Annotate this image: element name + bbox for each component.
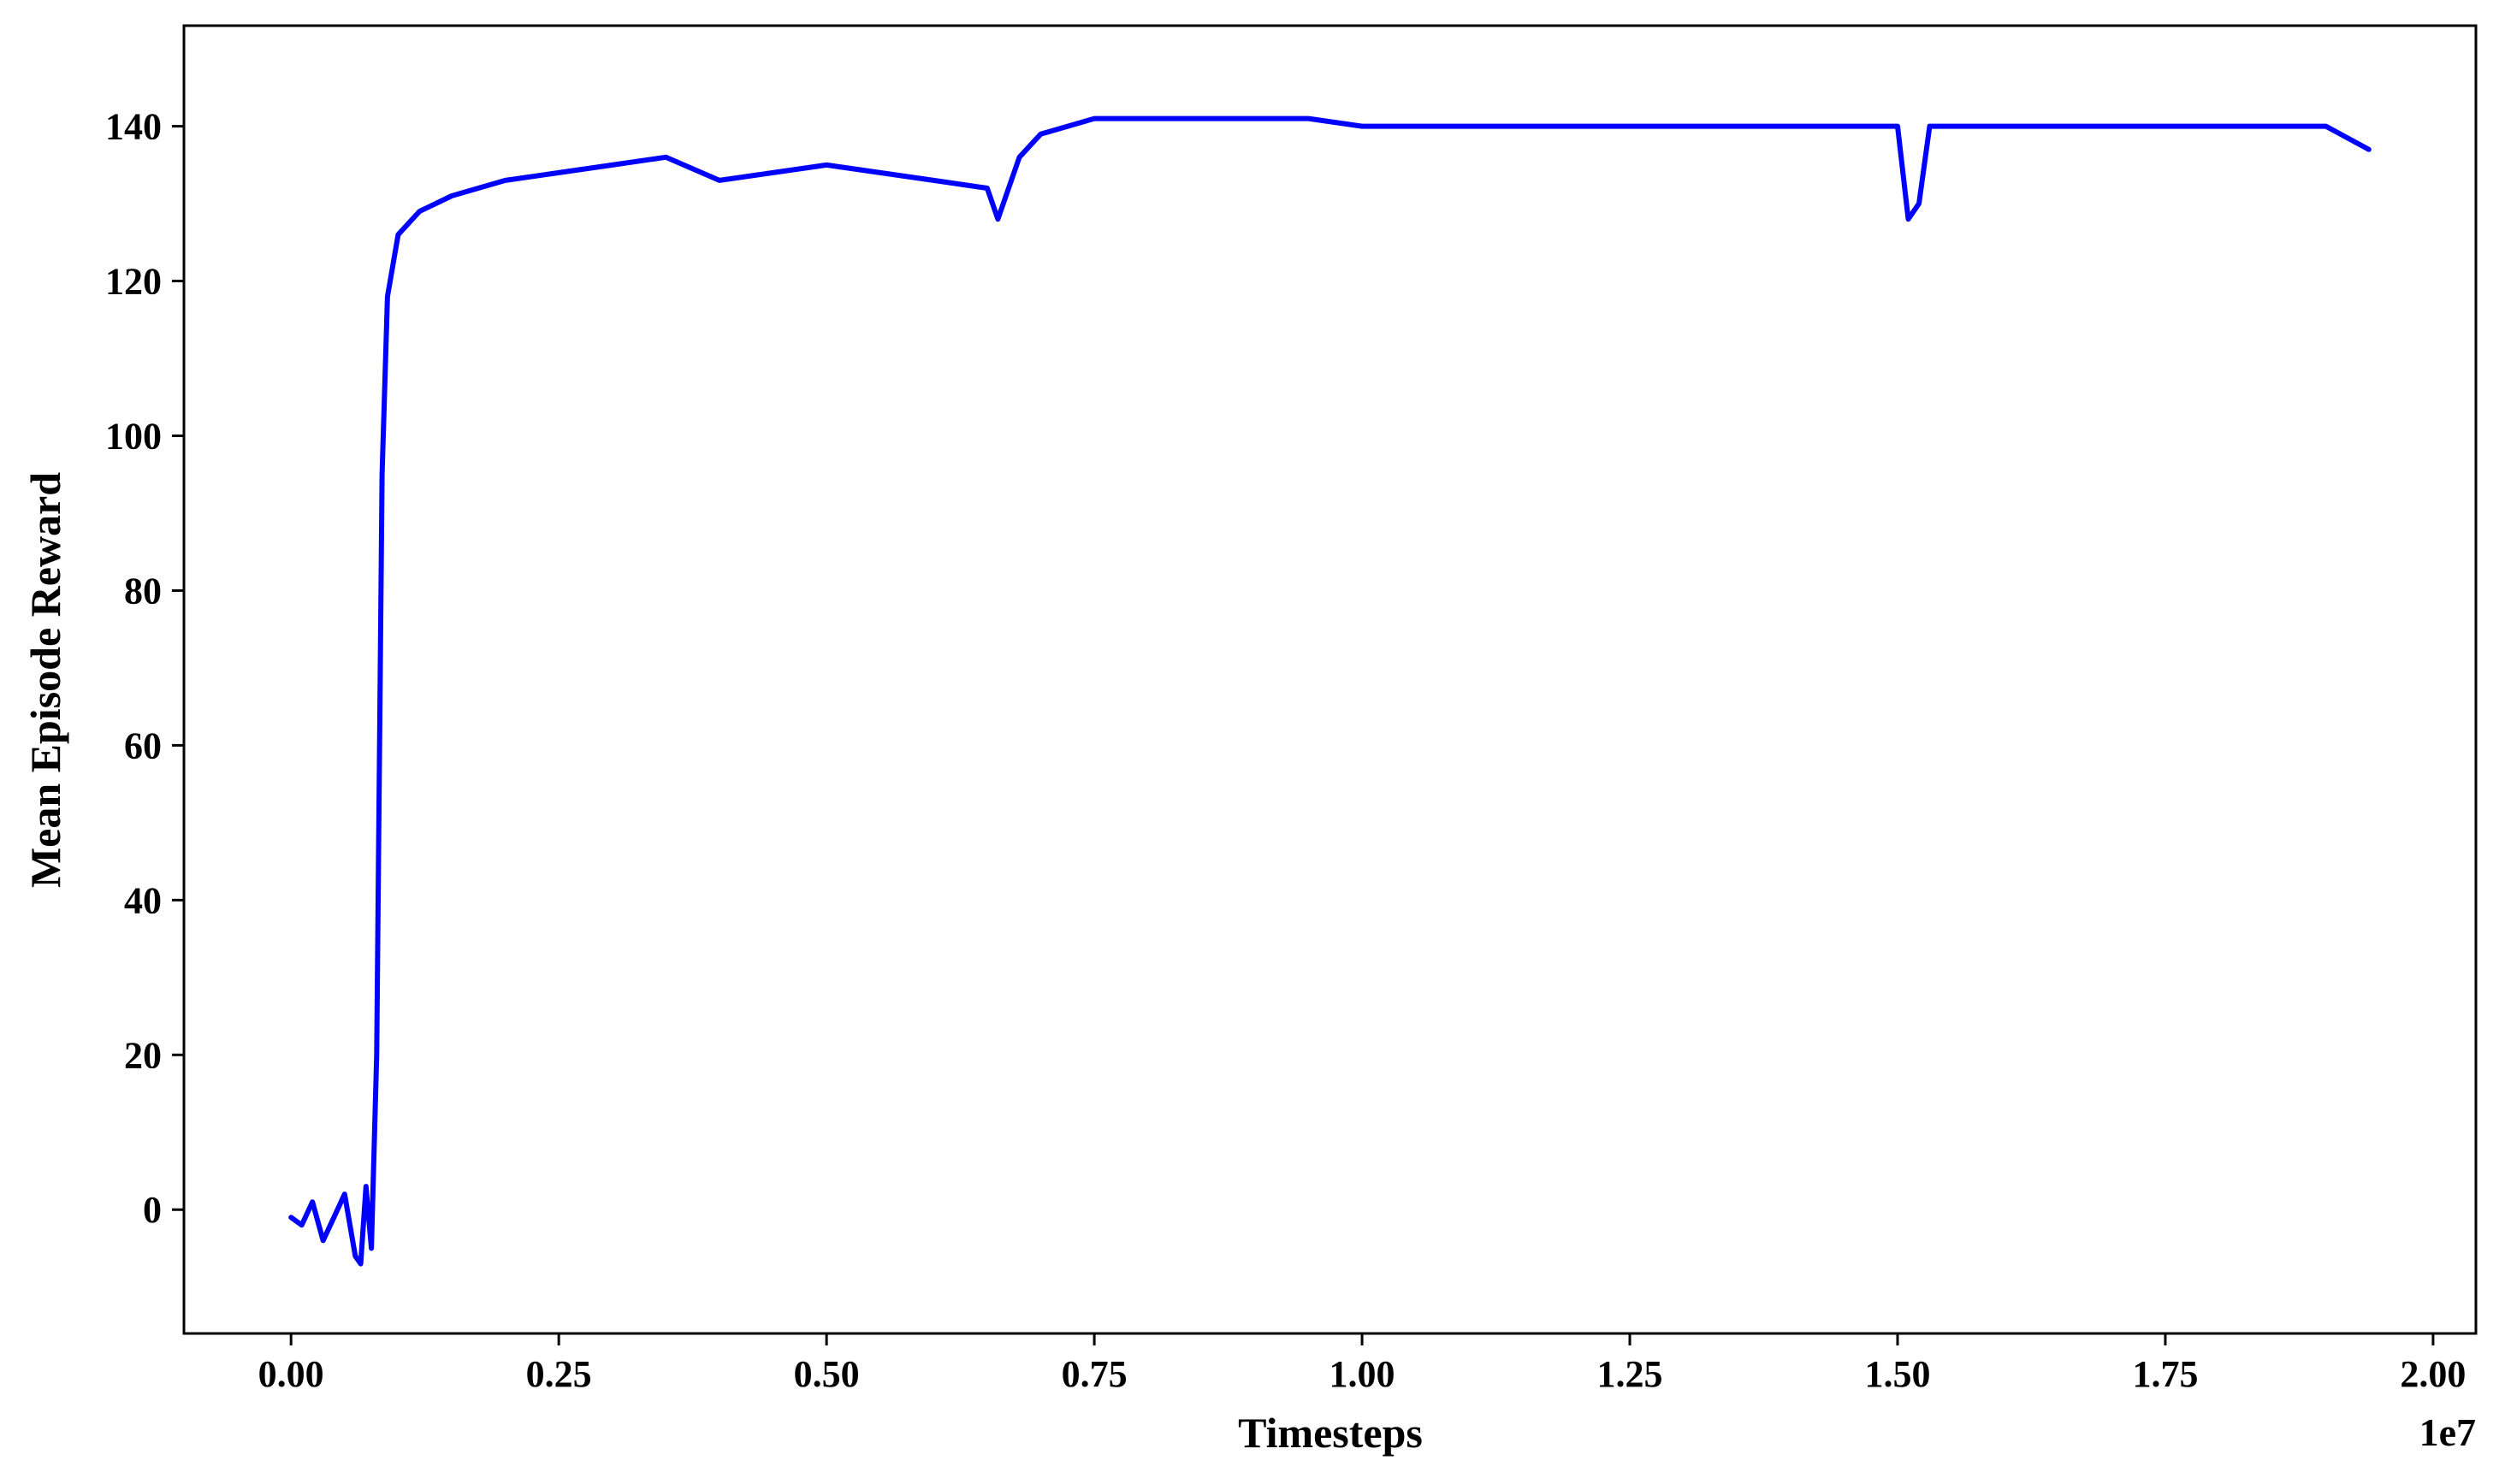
data-point (2324, 124, 2329, 129)
data-point (717, 178, 722, 183)
data-point (2217, 124, 2222, 129)
series-line (288, 115, 2372, 1267)
y-tick-label: 40 (124, 879, 162, 921)
data-point (299, 1222, 305, 1227)
data-point (985, 186, 990, 191)
x-tick-label: 2.00 (2400, 1353, 2466, 1395)
data-point (1466, 124, 1472, 129)
data-point (610, 163, 615, 168)
data-point (1146, 116, 1151, 121)
data-point (1681, 124, 1686, 129)
data-point (556, 170, 561, 175)
data-point (2002, 124, 2007, 129)
x-axis: 0.00 0.25 0.50 0.75 1.00 1.25 1.50 1.75 2.00 (258, 1333, 2466, 1395)
x-tick-label: 0.50 (794, 1353, 860, 1395)
y-tick-label: 80 (124, 570, 162, 612)
data-point (352, 1254, 358, 1258)
x-tick-label: 1.75 (2132, 1353, 2198, 1395)
y-tick-label: 140 (105, 106, 162, 148)
data-point (2366, 147, 2372, 152)
data-point (1928, 124, 1932, 129)
data-point (824, 163, 829, 168)
data-point (1199, 116, 1204, 121)
data-point (2109, 124, 2114, 129)
y-tick-label: 0 (143, 1189, 162, 1231)
y-axis: 0 20 40 60 80 100 120 140 (105, 106, 184, 1231)
data-point (1841, 124, 1846, 129)
data-point (380, 472, 385, 477)
data-point (374, 1052, 379, 1057)
data-point (358, 1262, 364, 1267)
plot-background (184, 26, 2476, 1333)
x-tick-label: 0.75 (1062, 1353, 1128, 1395)
data-point (1916, 201, 1922, 206)
y-tick-label: 120 (105, 261, 162, 303)
data-point (385, 294, 390, 299)
data-point (364, 1184, 369, 1189)
data-point (288, 1215, 293, 1220)
x-axis-label: Timesteps (1238, 1409, 1423, 1457)
data-point (417, 209, 422, 214)
y-axis-label: Mean Episode Reward (21, 472, 69, 888)
data-point (1039, 132, 1043, 137)
data-point (1906, 216, 1910, 222)
x-tick-label: 1.00 (1329, 1353, 1395, 1395)
data-point (395, 232, 400, 237)
data-point (1573, 124, 1578, 129)
x-tick-label: 0.00 (258, 1353, 324, 1395)
data-point (1788, 124, 1793, 129)
data-point (321, 1238, 326, 1243)
data-point (369, 1246, 374, 1250)
plot-frame (182, 24, 2478, 1335)
data-point (342, 1191, 347, 1197)
data-point (995, 216, 1000, 222)
data-point (310, 1199, 315, 1204)
data-point (1306, 116, 1311, 121)
data-point (503, 178, 508, 183)
x-offset-label: 1e7 (2419, 1410, 2476, 1454)
x-tick-label: 0.25 (526, 1353, 592, 1395)
y-tick-label: 100 (105, 416, 162, 458)
data-point (449, 193, 454, 198)
data-point (931, 178, 936, 183)
data-point (331, 1215, 336, 1220)
data-point (1359, 124, 1365, 129)
data-point (1895, 124, 1900, 129)
x-tick-label: 1.50 (1864, 1353, 1930, 1395)
data-point (771, 170, 775, 175)
y-tick-label: 60 (124, 724, 162, 766)
data-point (1092, 116, 1097, 121)
data-point (1017, 155, 1022, 160)
data-point (1252, 116, 1258, 121)
series-layer (288, 115, 2372, 1267)
x-tick-label: 1.25 (1597, 1353, 1663, 1395)
y-tick-label: 20 (124, 1034, 162, 1076)
data-point (663, 155, 668, 160)
data-point (878, 170, 883, 175)
data-point (1949, 124, 1954, 129)
